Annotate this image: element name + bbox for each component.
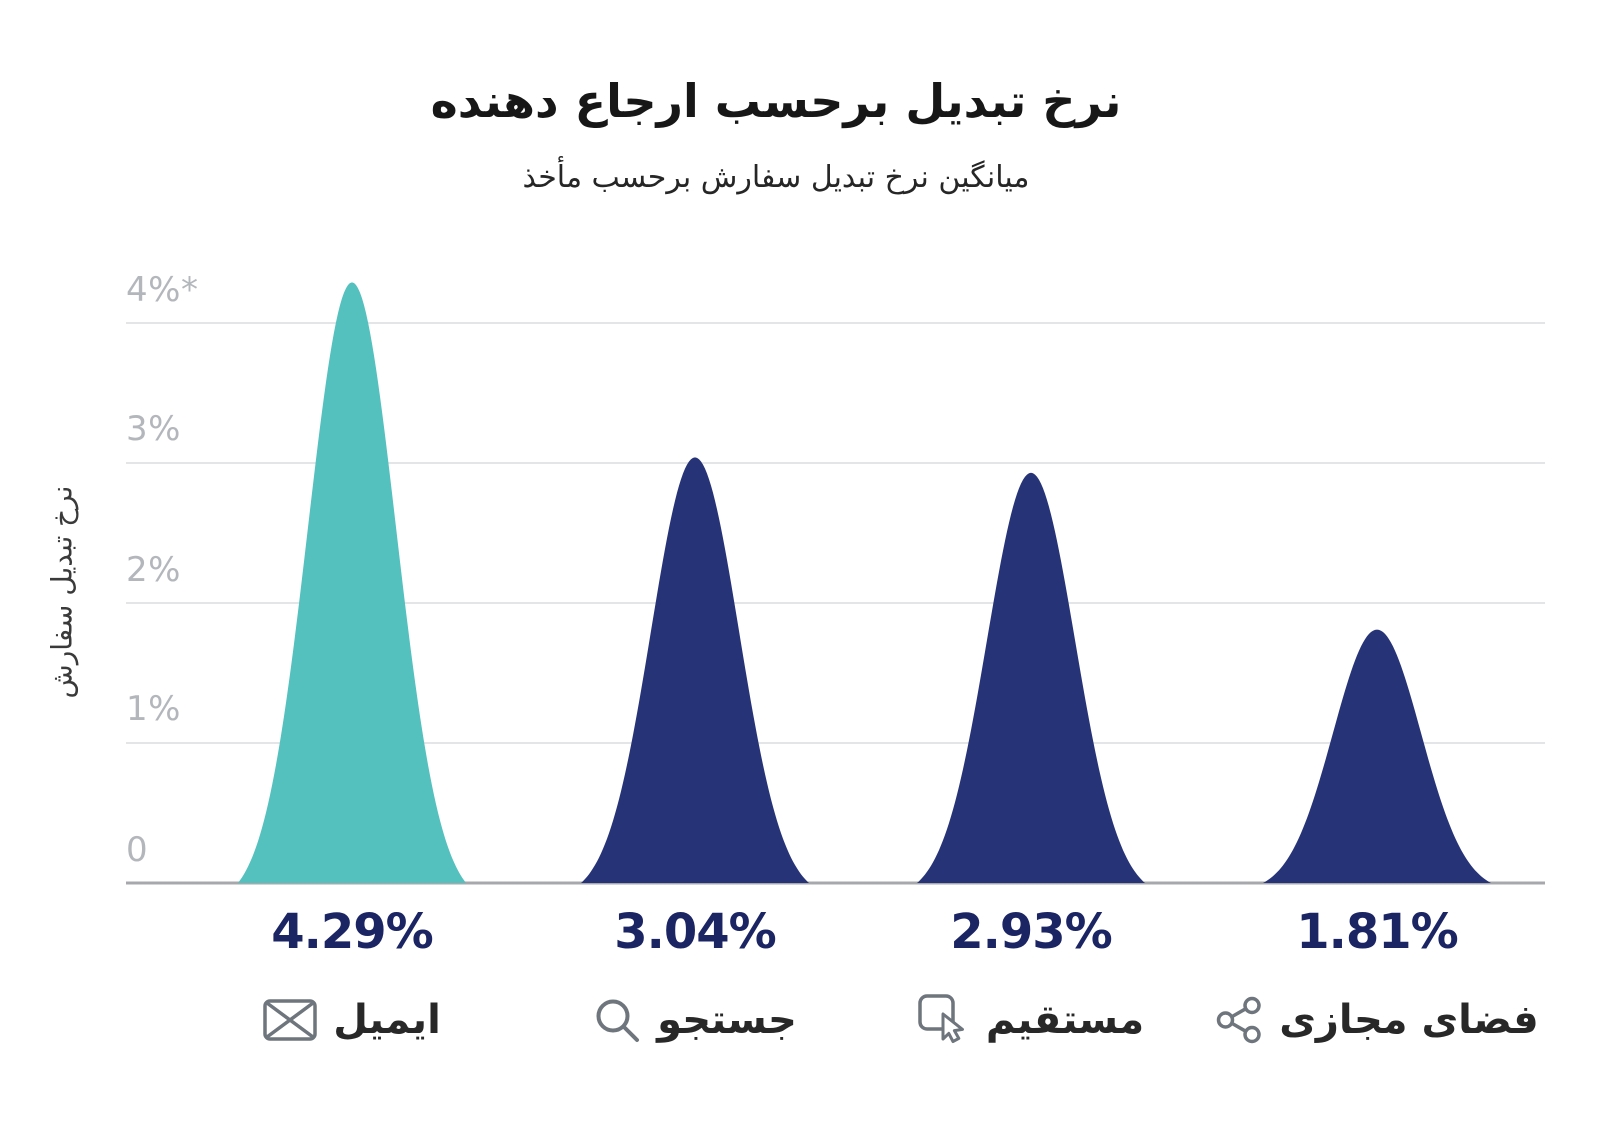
- column-social: 1.81% فضای مجازی: [1197, 903, 1557, 1051]
- direct-category-row: مستقیم: [851, 989, 1211, 1051]
- bell-area-envelope: [238, 282, 466, 883]
- envelope-icon: [263, 999, 317, 1041]
- column-email: 4.29% ایمیل: [172, 903, 532, 1051]
- search-category-row: جستجو: [515, 989, 875, 1051]
- chart-subtitle: میانگین نرخ تبدیل سفارش برحسب مأخذ: [522, 160, 1030, 195]
- cursor-click-icon: [918, 994, 970, 1046]
- y-tick-2pct: 2%: [126, 550, 181, 590]
- y-tick-0: 0: [126, 830, 149, 870]
- chart-title: نرخ تبدیل برحسب ارجاع دهنده: [430, 74, 1122, 128]
- email-category-label: ایمیل: [333, 997, 441, 1043]
- search-value-label: 3.04%: [614, 904, 777, 960]
- social-category-label: فضای مجازی: [1279, 997, 1539, 1043]
- bell-area-cursor-click: [917, 472, 1145, 883]
- bell-area-share: [1263, 629, 1491, 883]
- bell-area-magnifier: [581, 457, 809, 883]
- direct-category-label: مستقیم: [985, 997, 1145, 1043]
- email-category-row: ایمیل: [172, 989, 532, 1051]
- magnifier-icon: [593, 996, 641, 1044]
- search-category-label: جستجو: [657, 997, 797, 1043]
- social-value-label: 1.81%: [1296, 904, 1459, 960]
- direct-value-label: 2.93%: [950, 904, 1113, 960]
- y-tick-3pct: 3%: [126, 409, 181, 449]
- y-tick-4pct: 4%*: [126, 270, 199, 310]
- social-category-row: فضای مجازی: [1197, 989, 1557, 1051]
- column-search: 3.04% جستجو: [515, 903, 875, 1051]
- share-icon: [1215, 995, 1263, 1045]
- column-direct: 2.93% مستقیم: [851, 903, 1211, 1051]
- email-value-label: 4.29%: [271, 904, 434, 960]
- y-tick-1pct: 1%: [126, 689, 181, 729]
